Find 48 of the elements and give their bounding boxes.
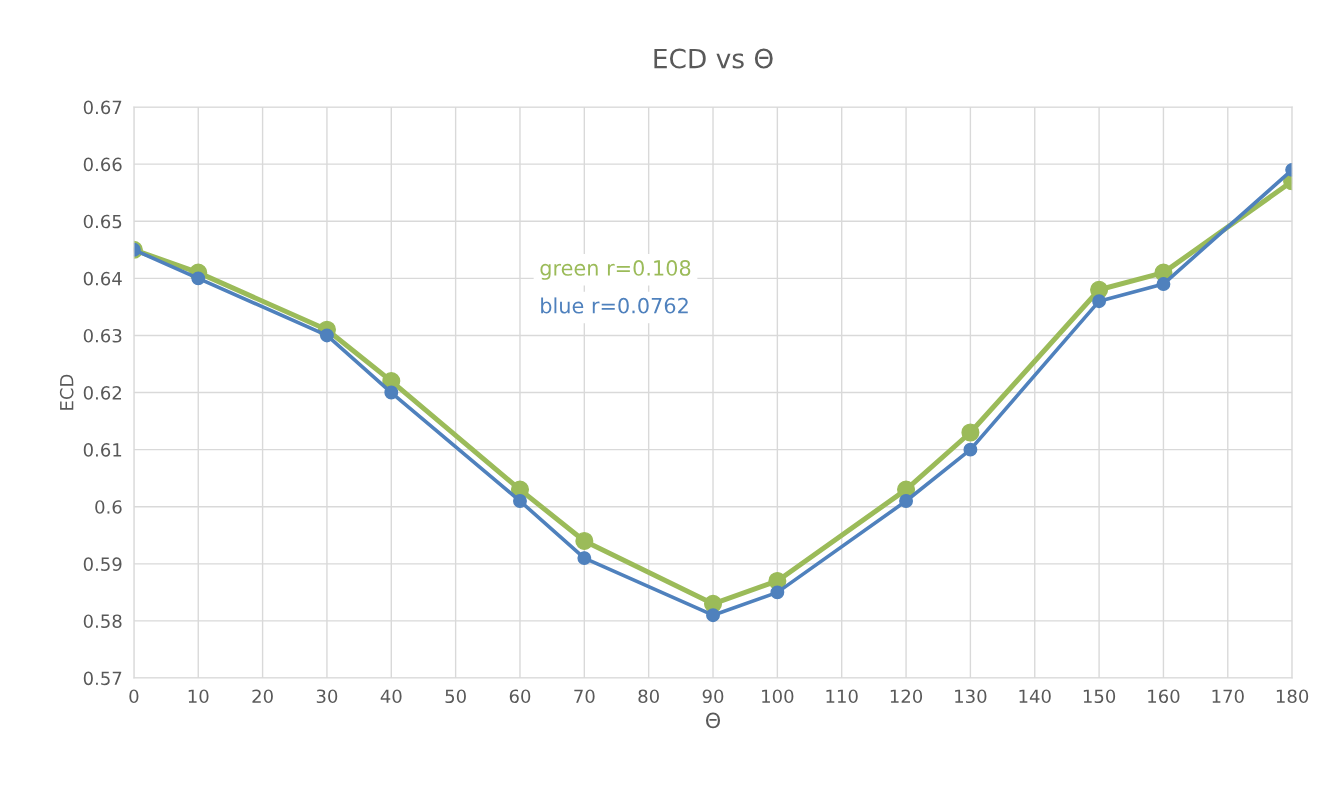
x-tick-label: 50 bbox=[445, 689, 466, 704]
y-tick-label: 0.6 bbox=[95, 500, 122, 514]
y-tick-label: 0.64 bbox=[83, 271, 122, 286]
point bbox=[575, 531, 594, 551]
x-tick-label: 0 bbox=[129, 689, 139, 704]
x-tick-label: 60 bbox=[509, 689, 531, 704]
annotation: blue r=0.0762 bbox=[541, 297, 688, 314]
point bbox=[706, 608, 720, 623]
x-axis-title: Θ bbox=[705, 712, 721, 729]
point bbox=[384, 385, 399, 400]
point bbox=[1092, 294, 1107, 309]
x-tick-label: 110 bbox=[826, 689, 858, 704]
y-tick-label: 0.59 bbox=[83, 557, 122, 571]
x-tick-label: 20 bbox=[252, 689, 273, 704]
y-axis-title: ECD bbox=[59, 374, 74, 410]
x-tick-label: 80 bbox=[638, 689, 659, 704]
point bbox=[319, 328, 334, 343]
y-tick-label: 0.66 bbox=[83, 157, 122, 172]
x-tick-label: 100 bbox=[762, 689, 794, 704]
y-tick-label: 0.62 bbox=[83, 385, 121, 400]
y-tick-label: 0.58 bbox=[83, 614, 122, 629]
x-tick-label: 170 bbox=[1212, 689, 1244, 704]
y-tick-label: 0.63 bbox=[83, 328, 122, 343]
point bbox=[770, 585, 785, 600]
x-tick-label: 120 bbox=[890, 689, 923, 704]
point bbox=[961, 423, 980, 442]
x-tick-label: 130 bbox=[955, 689, 987, 704]
x-tick-label: 10 bbox=[188, 689, 209, 704]
point bbox=[191, 271, 206, 286]
annotation: green r=0.108 bbox=[540, 260, 691, 280]
y-tick-label: 0.57 bbox=[83, 671, 122, 686]
x-tick-label: 150 bbox=[1083, 689, 1116, 704]
x-tick-label: 140 bbox=[1019, 689, 1051, 704]
point bbox=[513, 494, 527, 508]
x-tick-label: 30 bbox=[316, 689, 338, 704]
y-tick-label: 0.67 bbox=[83, 100, 122, 115]
x-tick-label: 40 bbox=[380, 689, 402, 704]
x-tick-label: 180 bbox=[1276, 689, 1309, 704]
chart-title: ECD vs Θ bbox=[654, 48, 773, 69]
x-tick-label: 70 bbox=[574, 689, 595, 704]
y-tick-label: 0.61 bbox=[83, 443, 122, 457]
point bbox=[1156, 277, 1171, 291]
x-tick-label: 160 bbox=[1148, 689, 1180, 704]
y-tick-label: 0.65 bbox=[83, 214, 122, 229]
point bbox=[963, 442, 978, 457]
x-tick-label: 90 bbox=[702, 689, 724, 704]
point bbox=[577, 551, 592, 566]
point bbox=[899, 494, 914, 508]
